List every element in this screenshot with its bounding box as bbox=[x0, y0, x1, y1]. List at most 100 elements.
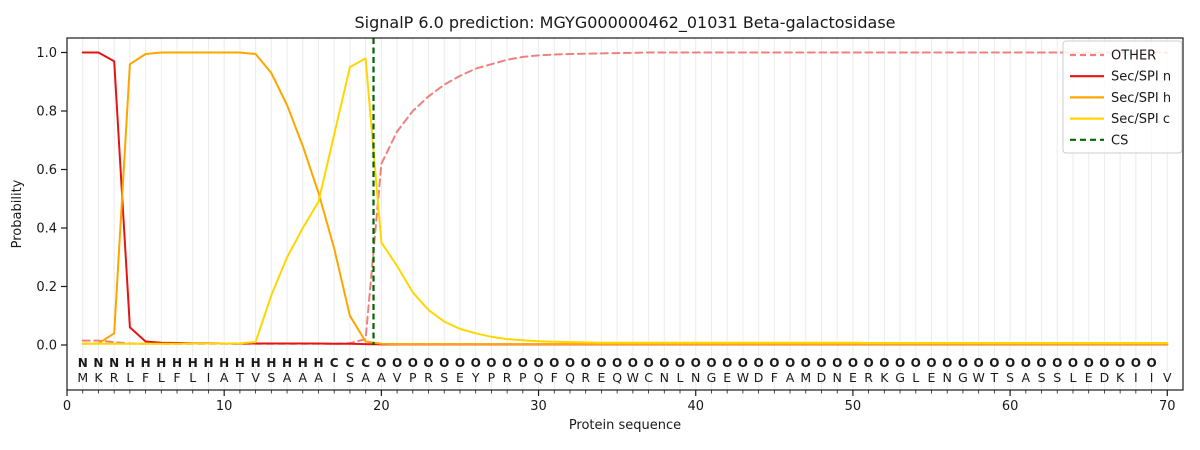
region-letter: H bbox=[266, 356, 276, 370]
residue-letter: P bbox=[409, 370, 417, 385]
residue-letter: G bbox=[707, 370, 717, 385]
region-letter: O bbox=[408, 356, 418, 370]
residue-letter: Q bbox=[612, 370, 622, 385]
residue-letter: V bbox=[251, 370, 260, 385]
residue-letter: R bbox=[581, 370, 590, 385]
region-letter: O bbox=[471, 356, 481, 370]
residue-letter: E bbox=[723, 370, 731, 385]
region-letter: O bbox=[486, 356, 496, 370]
residue-letter: R bbox=[110, 370, 119, 385]
residue-letter: K bbox=[94, 370, 103, 385]
region-letter: O bbox=[895, 356, 905, 370]
region-letter: O bbox=[1099, 356, 1109, 370]
region-letter: O bbox=[989, 356, 999, 370]
region-letter: H bbox=[141, 356, 151, 370]
region-letter: O bbox=[926, 356, 936, 370]
region-letter: O bbox=[612, 356, 622, 370]
residue-letter: L bbox=[912, 370, 919, 385]
region-letter: O bbox=[533, 356, 543, 370]
legend-item-label: Sec/SPI c bbox=[1111, 112, 1170, 127]
region-letter: O bbox=[596, 356, 606, 370]
residue-letter: F bbox=[551, 370, 558, 385]
region-letter: O bbox=[628, 356, 638, 370]
residue-letter: E bbox=[456, 370, 464, 385]
residue-letter: N bbox=[691, 370, 700, 385]
region-letter: O bbox=[958, 356, 968, 370]
residue-letter: S bbox=[346, 370, 354, 385]
residue-letter: F bbox=[142, 370, 149, 385]
y-tick-label: 0.4 bbox=[36, 222, 57, 237]
x-tick-label: 50 bbox=[845, 399, 862, 414]
residue-letter: M bbox=[77, 370, 88, 385]
y-tick-label: 0.2 bbox=[36, 280, 57, 295]
curve-n bbox=[81, 51, 1169, 346]
residue-letter: L bbox=[189, 370, 196, 385]
residue-letter: R bbox=[503, 370, 512, 385]
residue-letter: K bbox=[880, 370, 889, 385]
region-letter: O bbox=[942, 356, 952, 370]
region-letter: H bbox=[313, 356, 323, 370]
region-letter: O bbox=[581, 356, 591, 370]
region-letter: N bbox=[78, 356, 88, 370]
residue-letter: V bbox=[1163, 370, 1172, 385]
region-letter: O bbox=[754, 356, 764, 370]
plot-gridlines bbox=[82, 38, 1168, 390]
region-letter: O bbox=[816, 356, 826, 370]
region-letter: O bbox=[769, 356, 779, 370]
curve-h bbox=[81, 51, 1169, 346]
region-letter: O bbox=[376, 356, 386, 370]
x-tick-label: 70 bbox=[1159, 399, 1176, 414]
region-letter: O bbox=[848, 356, 858, 370]
residue-letter: M bbox=[800, 370, 811, 385]
residue-letter: N bbox=[660, 370, 669, 385]
region-letter: O bbox=[565, 356, 575, 370]
residue-letter: A bbox=[377, 370, 386, 385]
region-letter: O bbox=[1052, 356, 1062, 370]
region-letter: O bbox=[659, 356, 669, 370]
plot-border bbox=[66, 37, 1184, 391]
x-tick-label: 10 bbox=[216, 399, 233, 414]
region-letter: O bbox=[675, 356, 685, 370]
legend: OTHER Sec/SPI n Sec/SPI h Sec/SPI c CS bbox=[1062, 40, 1183, 154]
region-letter: N bbox=[93, 356, 103, 370]
residue-letter: L bbox=[126, 370, 133, 385]
residue-letter: S bbox=[440, 370, 448, 385]
region-letter: O bbox=[439, 356, 449, 370]
x-axis-label: Protein sequence bbox=[569, 418, 681, 433]
legend-item-label: Sec/SPI h bbox=[1111, 91, 1171, 106]
residue-letter: Y bbox=[471, 370, 480, 385]
region-letter: O bbox=[1146, 356, 1156, 370]
region-letter: O bbox=[518, 356, 528, 370]
region-letter: O bbox=[455, 356, 465, 370]
residue-letter: G bbox=[958, 370, 968, 385]
region-letter: O bbox=[911, 356, 921, 370]
residue-letter: A bbox=[786, 370, 795, 385]
residue-letter: Q bbox=[565, 370, 575, 385]
x-axis: 0 10 20 30 40 50 60 70 bbox=[63, 390, 1176, 414]
y-tick-label: 0.6 bbox=[36, 163, 57, 178]
chart-title: SignalP 6.0 prediction: MGYG000000462_01… bbox=[354, 13, 895, 33]
residue-letter: R bbox=[864, 370, 873, 385]
region-letter: H bbox=[298, 356, 308, 370]
residue-letter: F bbox=[173, 370, 180, 385]
residue-letter: E bbox=[928, 370, 936, 385]
residue-letter: I bbox=[1150, 370, 1154, 385]
region-letter: H bbox=[235, 356, 245, 370]
x-tick-label: 40 bbox=[687, 399, 704, 414]
residue-letter: I bbox=[332, 370, 336, 385]
residue-letter: A bbox=[220, 370, 229, 385]
region-letter: O bbox=[879, 356, 889, 370]
region-letter: O bbox=[738, 356, 748, 370]
legend-item-label: OTHER bbox=[1111, 49, 1156, 64]
region-letter: O bbox=[1036, 356, 1046, 370]
y-axis-label: Probability bbox=[10, 179, 25, 248]
region-letter: H bbox=[203, 356, 213, 370]
y-axis: 0.0 0.2 0.4 0.6 0.8 1.0 bbox=[36, 46, 67, 354]
curve-c bbox=[81, 57, 1169, 345]
residue-letter: F bbox=[771, 370, 778, 385]
residue-letter: V bbox=[393, 370, 402, 385]
